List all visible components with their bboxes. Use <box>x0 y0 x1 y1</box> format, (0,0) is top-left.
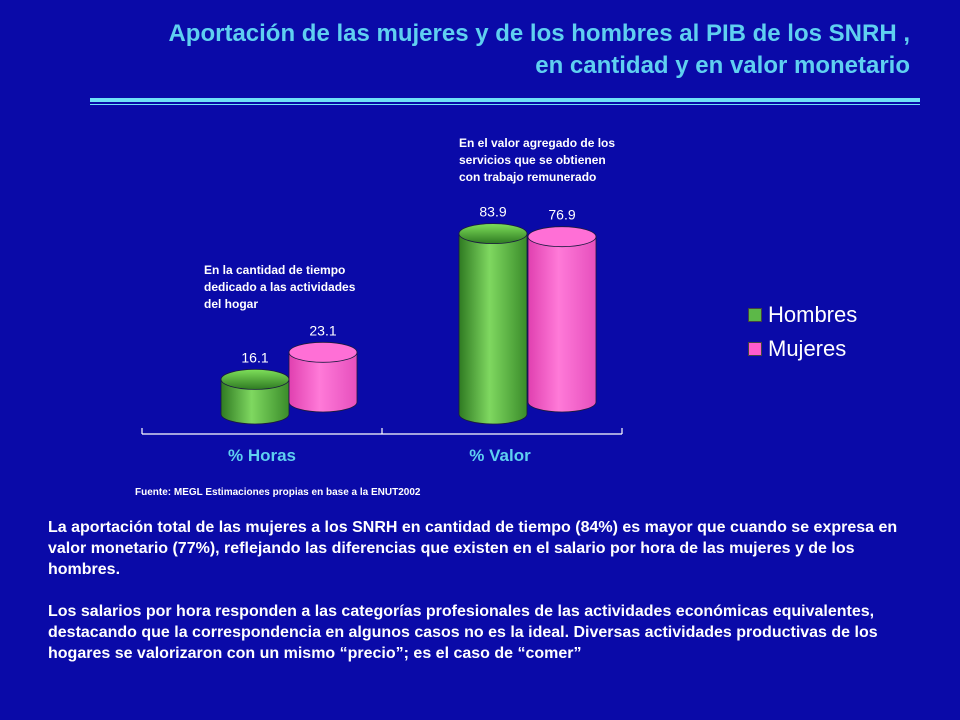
legend-item-hombres: Hombres <box>748 298 857 332</box>
annotation-valor-line-1: En el valor agregado de los <box>459 136 616 150</box>
chart-legend: Hombres Mujeres <box>748 298 857 366</box>
legend-swatch-mujeres <box>748 342 762 356</box>
legend-label-hombres: Hombres <box>768 302 858 327</box>
title-line-1: Aportación de las mujeres y de los hombr… <box>168 20 910 47</box>
paragraph-2: Los salarios por hora responden a las ca… <box>48 603 878 662</box>
data-label-mujeres-horas: 23.1 <box>309 322 336 338</box>
paragraph-1: La aportación total de las mujeres a los… <box>48 519 898 578</box>
annotation-valor-line-2: servicios que se obtienen <box>459 153 606 167</box>
bar-mujeres-horas <box>288 341 358 413</box>
legend-swatch-hombres <box>748 308 762 322</box>
title-rule-thin <box>90 104 920 105</box>
data-label-hombres-valor: 83.9 <box>479 204 506 220</box>
bar-hombres-horas <box>220 368 290 425</box>
annotation-valor-line-3: con trabajo remunerado <box>459 170 597 184</box>
title-rule <box>90 98 920 102</box>
data-label-mujeres-valor: 76.9 <box>548 207 575 223</box>
legend-item-mujeres: Mujeres <box>748 332 857 366</box>
x-tick-label-valor: % Valor <box>469 446 531 465</box>
bar-hombres-valor <box>458 223 528 425</box>
x-tick-label-horas: % Horas <box>228 446 296 465</box>
annotation-horas-line-1: En la cantidad de tiempo <box>204 263 346 277</box>
data-label-hombres-horas: 16.1 <box>241 349 268 365</box>
annotation-horas: En la cantidad de tiempo dedicado a las … <box>204 262 355 313</box>
annotation-horas-line-2: dedicado a las actividades <box>204 280 356 294</box>
annotation-valor: En el valor agregado de los servicios qu… <box>459 135 615 186</box>
page-title: Aportación de las mujeres y de los hombr… <box>30 18 910 82</box>
title-line-2: en cantidad y en valor monetario <box>535 52 910 79</box>
annotation-horas-line-3: del hogar <box>204 297 259 311</box>
legend-label-mujeres: Mujeres <box>768 336 847 361</box>
source-note: Fuente: MEGL Estimaciones propias en bas… <box>135 487 421 498</box>
bar-mujeres-valor <box>527 226 597 413</box>
